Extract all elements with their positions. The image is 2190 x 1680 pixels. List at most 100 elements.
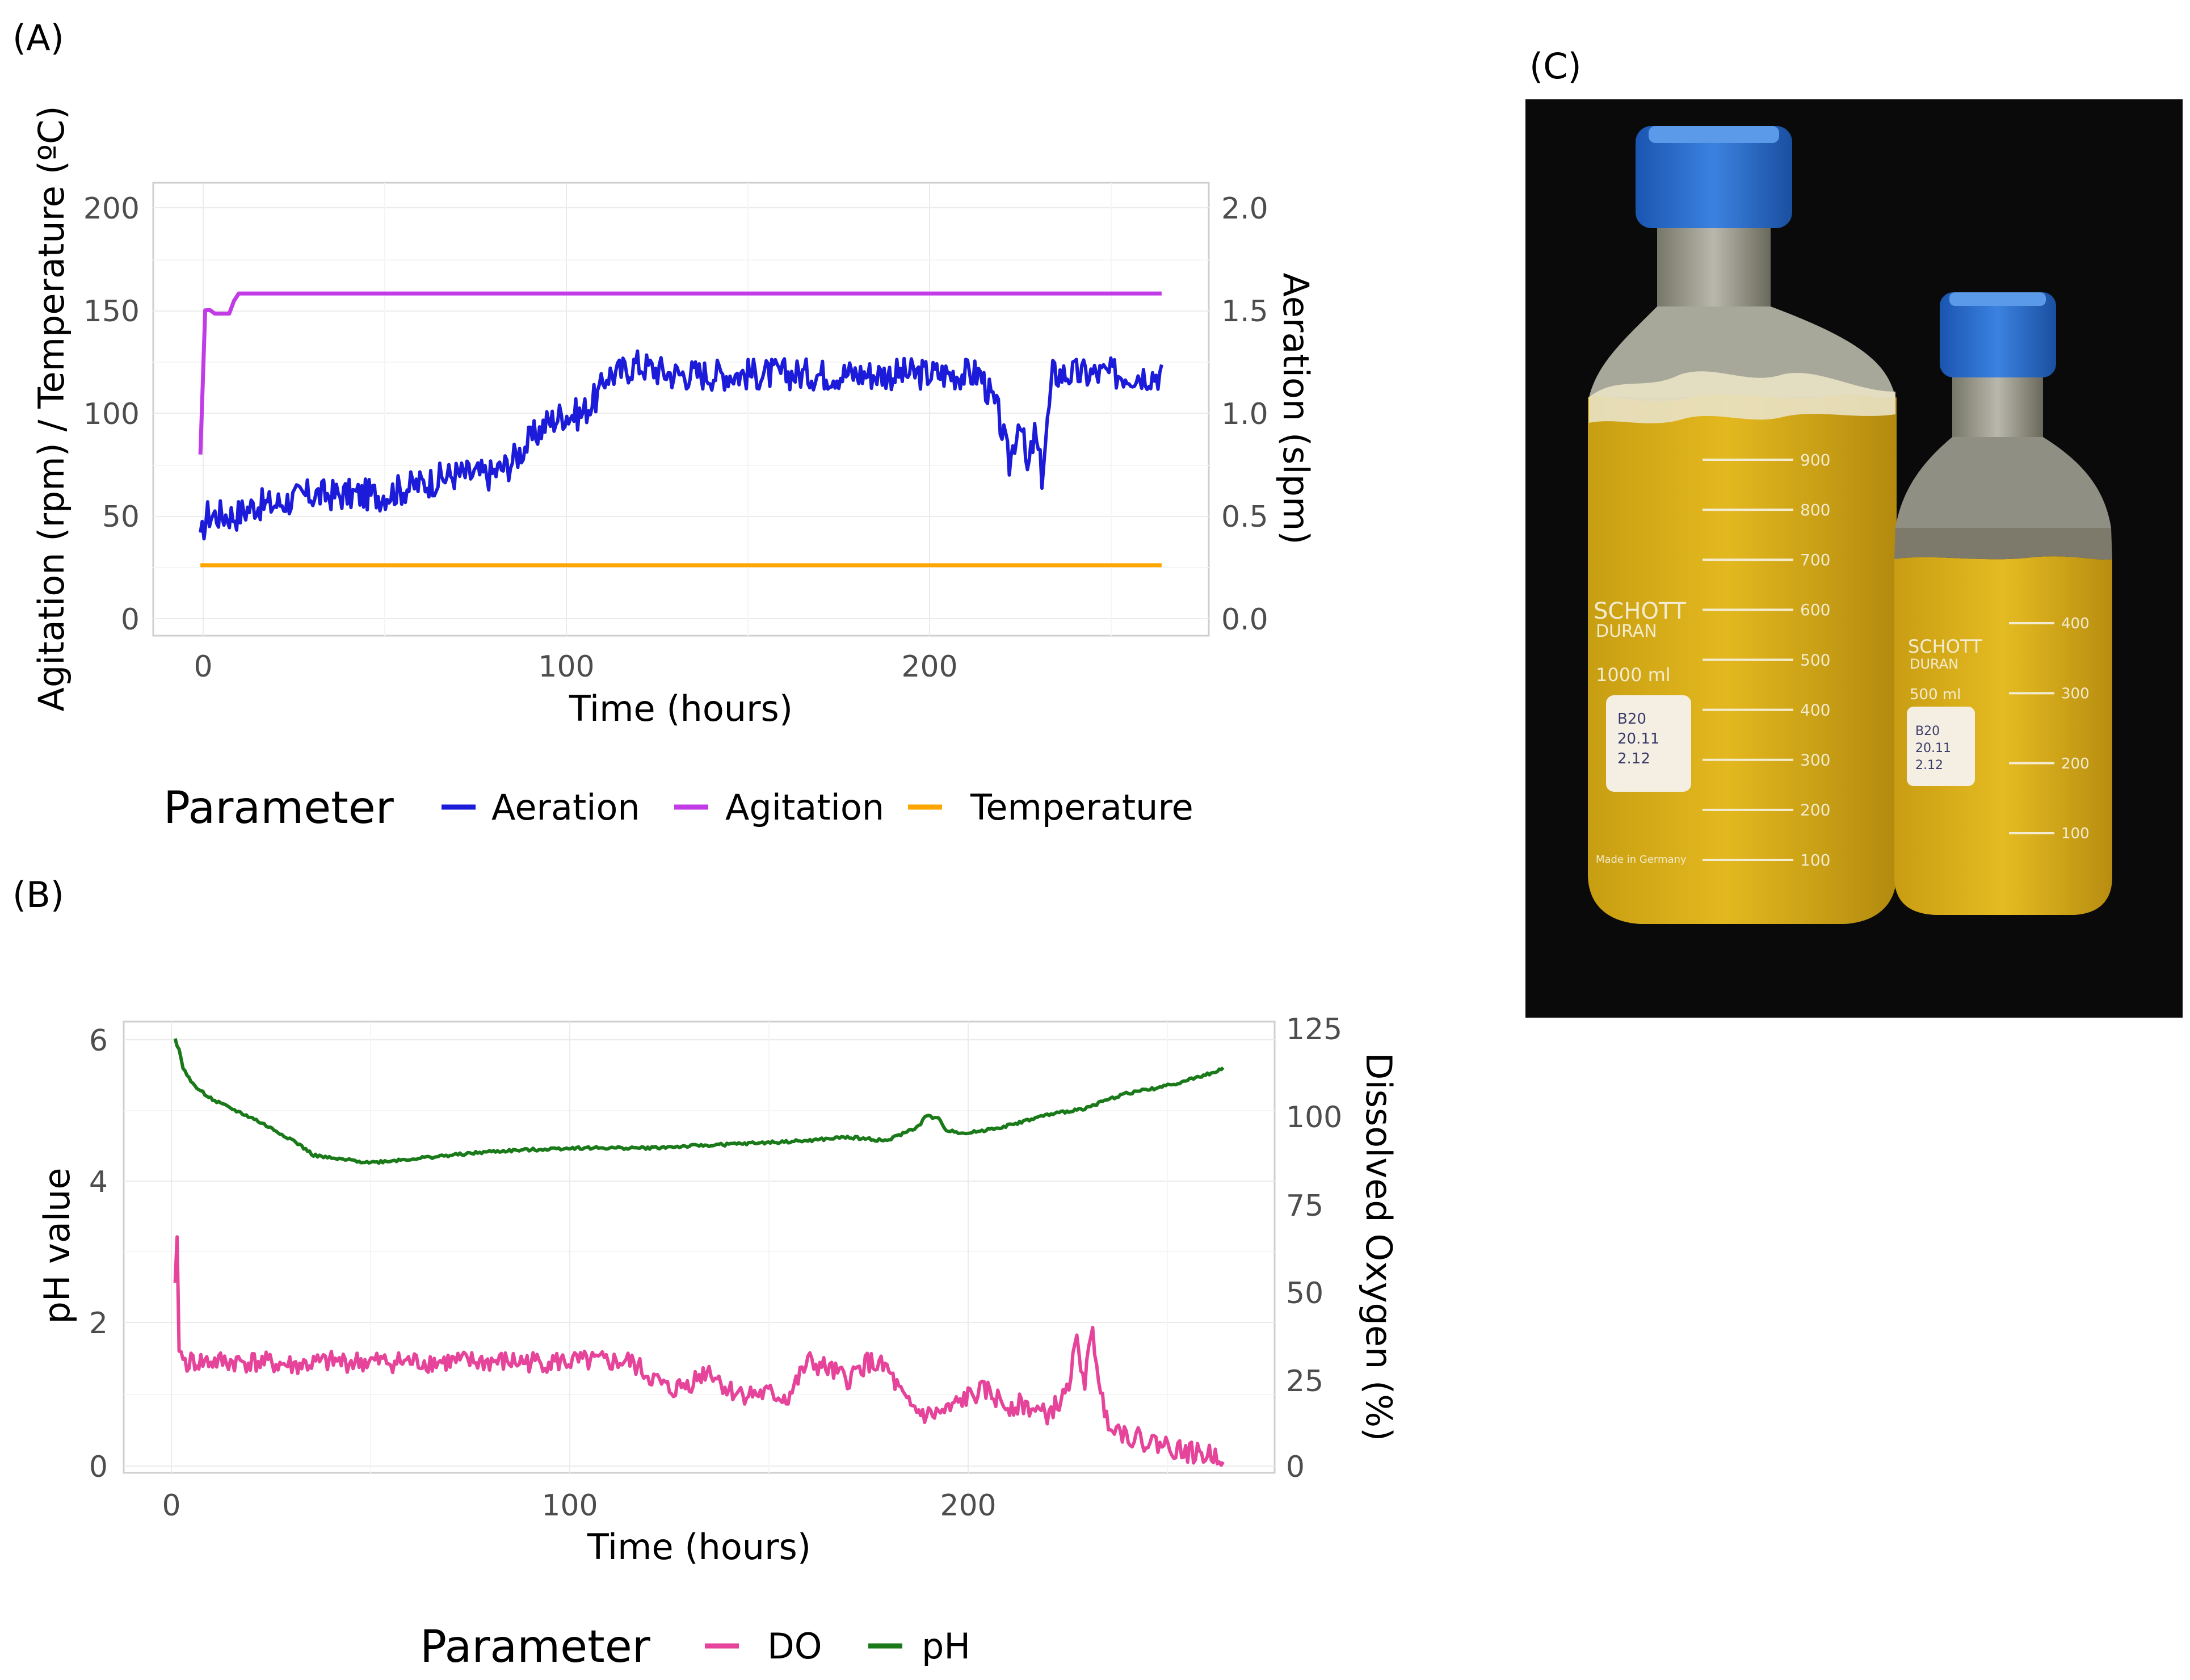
chart-b-gridlines	[124, 1022, 1275, 1473]
chart-a-series	[198, 291, 1163, 568]
chart-a-ytick-right-2.0: 2.0	[1221, 192, 1268, 226]
graduation-label: 300	[2061, 685, 2090, 702]
chart-a-xtick-200: 200	[901, 650, 957, 684]
chart-a-xtick-0: 0	[194, 650, 212, 684]
panel-label-c: (C)	[1529, 45, 1582, 87]
small-bottle-volume: 500 ml	[1910, 686, 1961, 703]
graduation-label: 600	[1800, 600, 1830, 619]
chart-b-series	[173, 1038, 1225, 1467]
chart-b-xtick-100: 100	[541, 1489, 598, 1523]
large-bottle-shoulder	[1589, 306, 1895, 397]
small-bottle-subbrand: DURAN	[1910, 656, 1958, 672]
chart-b-xtick-0: 0	[162, 1489, 180, 1523]
chart-a-legend: Parameter Aeration Agitation Temperature	[163, 783, 1193, 834]
small-bottle-shoulder	[1895, 437, 2111, 528]
chart-a-ytick-right-0.5: 0.5	[1221, 500, 1268, 534]
small-bottle: SCHOTT DURAN 500 ml B20 20.11 2.12 400 30…	[1894, 292, 2112, 915]
large-bottle-brand: SCHOTT	[1594, 598, 1687, 624]
small-bottle-liquid	[1894, 556, 2112, 915]
small-bottle-sticker-line-1: B20	[1915, 724, 1940, 738]
chart-b-xtick-200: 200	[940, 1489, 996, 1523]
chart-a-y-axis-right-title: Aeration (slpm)	[1275, 272, 1317, 544]
legend-label-do: DO	[767, 1626, 822, 1667]
graduation-label: 300	[1800, 751, 1830, 770]
chart-b-ytick-right-25: 25	[1286, 1364, 1323, 1398]
chart-b-y-axis-right-title: Dissolved Oxygen (%)	[1358, 1053, 1399, 1442]
chart-b-ytick-6: 6	[89, 1024, 108, 1058]
chart-a-ytick-150: 150	[83, 295, 140, 329]
small-bottle-sticker-line-2: 20.11	[1915, 741, 1951, 755]
legend-label-ph: pH	[922, 1626, 970, 1667]
chart-b-plot-background	[123, 1020, 1276, 1474]
large-bottle-sticker-line-1: B20	[1617, 711, 1646, 728]
large-bottle-graduations: 900 800 700 600 500 400 300 200 100	[1703, 451, 1830, 870]
chart-a-ytick-right-0.0: 0.0	[1221, 603, 1268, 637]
small-bottle-sticker	[1907, 707, 1975, 786]
chart-b-ytick-2: 2	[89, 1307, 108, 1341]
legend-label-aeration: Aeration	[491, 787, 640, 828]
small-bottle-cap-top	[1949, 292, 2046, 306]
chart-a-y-axis-title: Agitation (rpm) / Temperature (ºC)	[31, 106, 72, 711]
chart-a-plot-background	[152, 182, 1210, 637]
chart-a-ytick-200: 200	[83, 192, 140, 226]
large-bottle-sticker	[1606, 695, 1691, 792]
bottle-photo: SCHOTT DURAN 1000 ml B20 20.11 2.12 900 8…	[1525, 99, 2183, 1018]
chart-a-ytick-50: 50	[102, 500, 140, 534]
series-line-do	[173, 1235, 1225, 1467]
large-bottle-sticker-line-3: 2.12	[1617, 750, 1650, 767]
chart-b-y-axis-title: pH value	[36, 1167, 78, 1324]
graduation-label: 400	[1800, 700, 1830, 719]
small-bottle-brand: SCHOTT	[1908, 636, 1982, 657]
large-bottle-foam	[1589, 371, 1895, 423]
chart-b-legend: Parameter DO pH	[420, 1622, 970, 1673]
large-bottle-sticker-line-2: 20.11	[1617, 730, 1659, 747]
chart-a: 200 150 100 50 0 2.0 1.5 1.0 0.5 0.0 0 1…	[31, 106, 1317, 834]
small-bottle-cap	[1940, 292, 2056, 377]
chart-a-x-axis-title: Time (hours)	[569, 688, 793, 729]
chart-b-ytick-right-75: 75	[1286, 1189, 1323, 1223]
chart-b-ytick-right-100: 100	[1286, 1101, 1342, 1135]
small-bottle-upper-glass	[1894, 528, 2112, 560]
graduation-label: 200	[2061, 755, 2090, 772]
chart-b-ytick-right-0: 0	[1286, 1450, 1305, 1484]
panel-label-b: (B)	[12, 874, 64, 915]
legend-label-agitation: Agitation	[725, 787, 884, 828]
chart-b-x-axis-title: Time (hours)	[587, 1526, 811, 1568]
series-line-aeration	[199, 349, 1163, 541]
small-bottle-graduations: 400 300 200 100	[2009, 615, 2090, 842]
series-line-ph	[173, 1038, 1225, 1165]
chart-a-ytick-right-1.5: 1.5	[1221, 295, 1268, 329]
small-bottle-neck	[1952, 372, 2043, 440]
panel-label-a: (A)	[12, 17, 64, 58]
graduation-label: 900	[1800, 451, 1830, 469]
series-line-agitation	[198, 291, 1162, 455]
graduation-label: 100	[1800, 851, 1830, 870]
chart-b-ytick-right-50: 50	[1286, 1276, 1323, 1311]
chart-b-ytick-0: 0	[89, 1450, 108, 1484]
chart-b-ytick-4: 4	[89, 1165, 108, 1199]
chart-a-xtick-100: 100	[538, 650, 594, 684]
large-bottle-volume: 1000 ml	[1596, 664, 1671, 686]
graduation-label: 700	[1800, 551, 1830, 569]
large-bottle-made-in: Made in Germany	[1596, 854, 1687, 866]
chart-a-ytick-right-1.0: 1.0	[1221, 397, 1268, 431]
chart-b-legend-title: Parameter	[420, 1622, 651, 1673]
large-bottle-cap	[1636, 126, 1792, 228]
small-bottle-sticker-line-3: 2.12	[1915, 758, 1943, 772]
large-bottle-cap-top	[1649, 126, 1779, 143]
graduation-label: 800	[1800, 501, 1830, 519]
chart-b: 6 4 2 0 125 100 75 50 25 0 0 100 200 Tim…	[36, 1013, 1399, 1673]
graduation-label: 200	[1800, 801, 1830, 820]
chart-a-legend-title: Parameter	[163, 783, 394, 834]
large-bottle-subbrand: DURAN	[1596, 621, 1657, 641]
graduation-label: 400	[2061, 615, 2090, 632]
graduation-label: 100	[2061, 825, 2090, 842]
chart-b-ytick-right-125: 125	[1286, 1013, 1342, 1047]
graduation-label: 500	[1800, 650, 1830, 669]
chart-a-ytick-0: 0	[121, 603, 140, 637]
legend-label-temperature: Temperature	[970, 787, 1193, 828]
large-bottle: SCHOTT DURAN 1000 ml B20 20.11 2.12 900 8…	[1588, 126, 1897, 924]
large-bottle-neck	[1657, 219, 1771, 312]
chart-a-ytick-100: 100	[83, 397, 140, 431]
